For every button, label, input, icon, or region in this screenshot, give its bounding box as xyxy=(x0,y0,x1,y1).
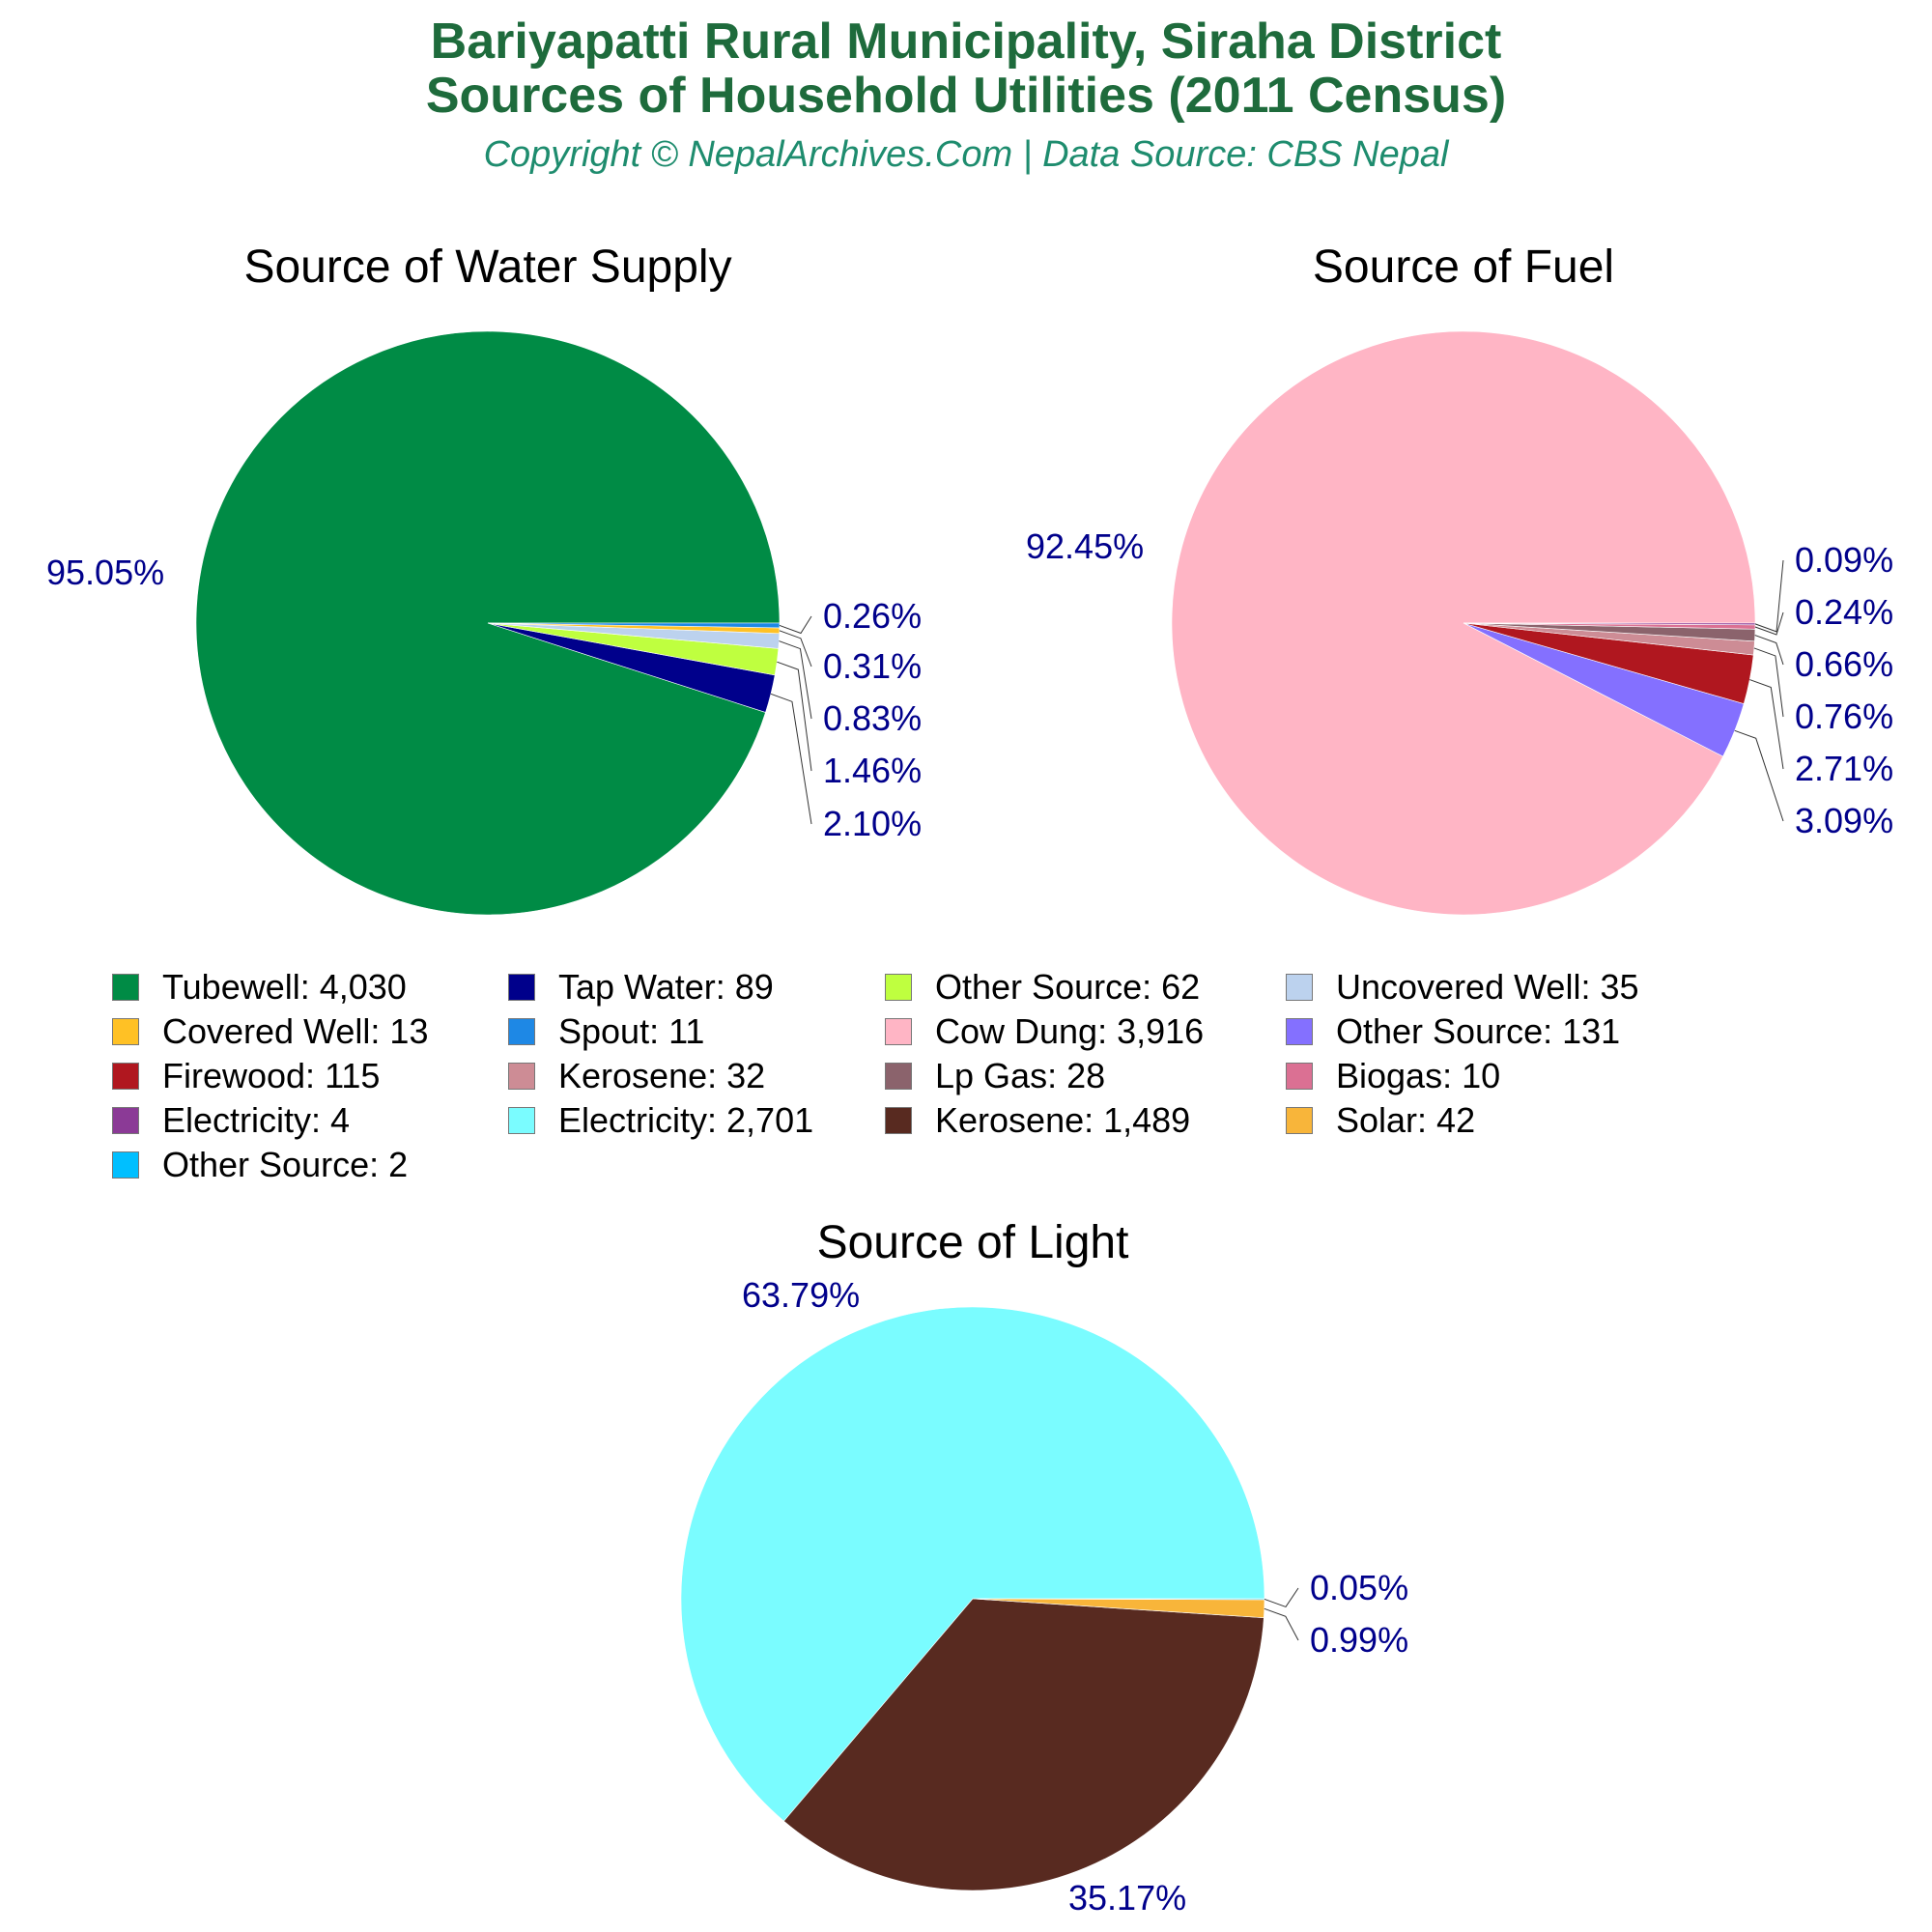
light-slice-electricity xyxy=(680,1306,1265,1822)
water-pie-title: Source of Water Supply xyxy=(243,242,731,293)
legend-item: Solar: 42 xyxy=(1286,1099,1475,1142)
legend-label: Biogas: 10 xyxy=(1336,1056,1501,1095)
legend-item: Spout: 11 xyxy=(508,1010,704,1053)
water-leader-tap-water xyxy=(770,693,812,825)
legend-swatch xyxy=(1286,974,1313,1001)
legend-item: Cow Dung: 3,916 xyxy=(885,1010,1204,1053)
legend-swatch xyxy=(885,1107,912,1134)
fuel-leader-lp-gas xyxy=(1754,635,1784,666)
fuel-slice-electricity xyxy=(1463,622,1756,626)
fuel-leader-electricity xyxy=(1754,559,1784,633)
fuel-pie-title: Source of Fuel xyxy=(1313,242,1614,293)
fuel-leader-other-source xyxy=(1734,729,1784,822)
water-percent-tap-water: 2.10% xyxy=(823,804,922,843)
legend-swatch xyxy=(112,1107,139,1134)
light-leader-solar xyxy=(1264,1607,1299,1641)
legend-swatch xyxy=(112,974,139,1001)
water-percent-spout: 0.26% xyxy=(823,596,922,636)
legend-swatch xyxy=(885,1063,912,1090)
light-leader-other-source xyxy=(1264,1587,1299,1608)
legend-label: Kerosene: 1,489 xyxy=(935,1100,1191,1140)
chart-title-line2: Sources of Household Utilities (2011 Cen… xyxy=(426,68,1506,124)
legend-label: Kerosene: 32 xyxy=(558,1056,766,1095)
legend-label: Solar: 42 xyxy=(1336,1100,1476,1140)
legend-swatch xyxy=(1286,1063,1313,1090)
legend-item: Kerosene: 1,489 xyxy=(885,1099,1190,1142)
legend-swatch xyxy=(508,1107,535,1134)
legend-label: Electricity: 2,701 xyxy=(558,1100,814,1140)
legend-item: Tubewell: 4,030 xyxy=(112,966,407,1009)
chart-title-line1: Bariyapatti Rural Municipality, Siraha D… xyxy=(431,14,1502,70)
light-slice-kerosene xyxy=(783,1598,1264,1891)
legend-swatch xyxy=(885,974,912,1001)
fuel-percent-firewood: 2.71% xyxy=(1795,749,1893,788)
water-supply-pie: Source of Water Supply 95.05% 2.10% 1.46% 0.… xyxy=(46,242,922,916)
fuel-percent-other-source: 3.09% xyxy=(1795,801,1893,840)
water-percent-covered-well: 0.31% xyxy=(823,646,922,686)
legend-item: Electricity: 2,701 xyxy=(508,1099,813,1142)
legend-item: Kerosene: 32 xyxy=(508,1055,765,1097)
fuel-leader-biogas xyxy=(1754,611,1784,636)
legend-label: Other Source: 62 xyxy=(935,967,1201,1007)
legend-label: Tap Water: 89 xyxy=(558,967,774,1007)
legend-swatch xyxy=(112,1018,139,1045)
legend-item: Biogas: 10 xyxy=(1286,1055,1500,1097)
fuel-percent-cow-dung: 92.45% xyxy=(1026,526,1144,566)
fuel-pie: Source of Fuel 92.45% 3.09% 2.71% 0.76% 0.66%… xyxy=(1026,242,1893,916)
legend-swatch xyxy=(1286,1018,1313,1045)
legend-swatch xyxy=(508,1063,535,1090)
water-percent-other-source: 1.46% xyxy=(823,751,922,790)
legend-swatch xyxy=(508,1018,535,1045)
light-pie-title: Source of Light xyxy=(817,1217,1129,1268)
water-leader-spout xyxy=(779,615,812,635)
water-percent-uncovered-well: 0.83% xyxy=(823,698,922,738)
legend-label: Uncovered Well: 35 xyxy=(1336,967,1639,1007)
legend-item: Tap Water: 89 xyxy=(508,966,774,1009)
legend-item: Other Source: 62 xyxy=(885,966,1200,1009)
legend-label: Lp Gas: 28 xyxy=(935,1056,1106,1095)
legend-item: Covered Well: 13 xyxy=(112,1010,428,1053)
water-leader-other-source xyxy=(777,661,812,772)
legend-label: Spout: 11 xyxy=(558,1011,705,1051)
legend-label: Other Source: 2 xyxy=(162,1145,409,1184)
light-percent-electricity: 63.79% xyxy=(742,1275,860,1315)
legend-label: Covered Well: 13 xyxy=(162,1011,429,1051)
light-pie: Source of Light 63.79% 35.17% 0.99% 0.05% xyxy=(680,1217,1408,1918)
legend-label: Electricity: 4 xyxy=(162,1100,351,1140)
fuel-leader-firewood xyxy=(1749,679,1784,770)
legend-label: Other Source: 131 xyxy=(1336,1011,1621,1051)
fuel-percent-lp-gas: 0.66% xyxy=(1795,644,1893,684)
legend-swatch xyxy=(112,1063,139,1090)
legend-label: Cow Dung: 3,916 xyxy=(935,1011,1205,1051)
water-percent-tubewell: 95.05% xyxy=(46,553,164,592)
legend-label: Firewood: 115 xyxy=(162,1056,381,1095)
light-percent-solar: 0.99% xyxy=(1310,1620,1408,1660)
light-percent-other-source: 0.05% xyxy=(1310,1568,1408,1607)
legend-item: Electricity: 4 xyxy=(112,1099,350,1142)
legend-item: Other Source: 2 xyxy=(112,1144,408,1186)
water-leader-uncovered-well xyxy=(779,640,812,720)
fuel-percent-biogas: 0.24% xyxy=(1795,592,1893,632)
fuel-percent-electricity: 0.09% xyxy=(1795,540,1893,580)
legend-swatch xyxy=(1286,1107,1313,1134)
fuel-percent-kerosene: 0.76% xyxy=(1795,696,1893,736)
legend-item: Lp Gas: 28 xyxy=(885,1055,1105,1097)
legend-item: Other Source: 131 xyxy=(1286,1010,1620,1053)
legend-item: Firewood: 115 xyxy=(112,1055,380,1097)
legend-swatch xyxy=(112,1151,139,1179)
water-leader-covered-well xyxy=(779,630,812,668)
legend-swatch xyxy=(885,1018,912,1045)
light-percent-kerosene: 35.17% xyxy=(1068,1878,1186,1918)
legend-item: Uncovered Well: 35 xyxy=(1286,966,1639,1009)
chart-subtitle: Copyright © NepalArchives.Com | Data Sou… xyxy=(484,134,1450,175)
legend-label: Tubewell: 4,030 xyxy=(162,967,407,1007)
legend-swatch xyxy=(508,974,535,1001)
fuel-leader-kerosene xyxy=(1753,647,1784,718)
